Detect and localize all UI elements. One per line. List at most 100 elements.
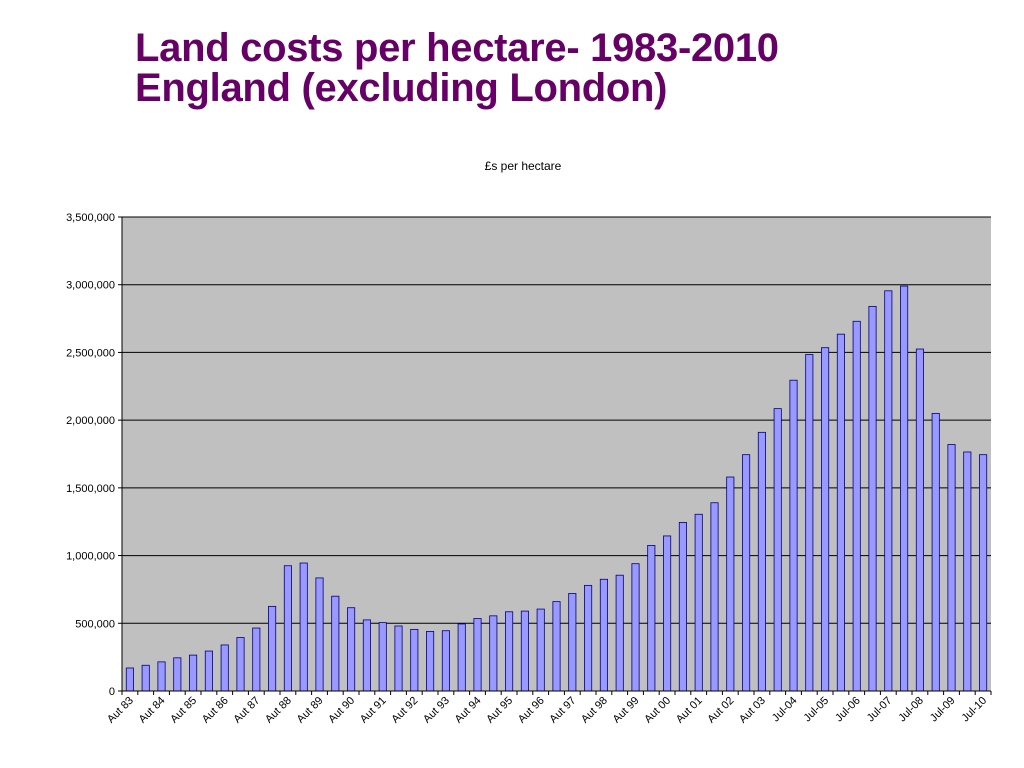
- x-axis-ticks: Aut 83 Aut 84 Aut 85 Aut 86 Aut 87 Aut 88 Aut …: [105, 691, 992, 726]
- x-tick-label: Jul-10: [960, 695, 990, 725]
- x-tick-label: Aut 87: [231, 695, 262, 726]
- x-tick-label: Aut 93: [421, 695, 452, 726]
- x-tick-label: Jul-08: [896, 695, 926, 725]
- bar: [726, 476, 735, 692]
- bar: [805, 354, 814, 692]
- bar: [584, 584, 593, 692]
- x-tick-label: Aut 96: [516, 695, 547, 726]
- bar: [821, 347, 830, 692]
- x-tick-label: Aut 97: [547, 695, 578, 726]
- y-tick-label: 3,000,000: [66, 280, 115, 292]
- bar: [979, 454, 988, 692]
- x-tick-label: Aut 01: [674, 695, 705, 726]
- bar: [457, 623, 466, 692]
- y-tick-label: 2,000,000: [66, 415, 115, 427]
- y-tick-label: 3,500,000: [66, 212, 115, 224]
- gridlines: [122, 216, 991, 624]
- bar: [489, 615, 498, 692]
- y-tick-label: 1,500,000: [66, 483, 115, 495]
- x-tick-label: Jul-07: [865, 695, 895, 725]
- bar: [125, 667, 134, 692]
- x-tick-label: Jul-05: [802, 695, 832, 725]
- x-tick-label: Aut 91: [358, 695, 389, 726]
- x-tick-label: Aut 95: [484, 695, 515, 726]
- x-tick-label: Jul-04: [770, 695, 800, 725]
- y-tick-label: 1,000,000: [66, 551, 115, 563]
- y-tick-label: 500,000: [75, 618, 115, 630]
- bar: [757, 431, 766, 692]
- bar: [773, 408, 782, 692]
- bar: [900, 285, 909, 692]
- bar: [884, 290, 893, 692]
- x-tick-label: Jul-06: [833, 695, 863, 725]
- bar: [963, 451, 972, 692]
- bar: [520, 610, 529, 692]
- bar: [426, 631, 435, 692]
- bar: [631, 563, 640, 692]
- chart-title: £s per hectare: [485, 159, 562, 173]
- bar: [647, 545, 656, 692]
- bar: [220, 644, 229, 692]
- bar: [157, 661, 166, 692]
- bar: [678, 521, 687, 692]
- bar: [299, 562, 308, 692]
- x-tick-label: Aut 84: [137, 695, 168, 726]
- bar: [473, 618, 482, 692]
- bar: [315, 577, 324, 692]
- bar: [931, 412, 940, 692]
- x-tick-label: Aut 86: [200, 695, 231, 726]
- bar: [331, 595, 340, 692]
- bar: [615, 574, 624, 692]
- bar: [441, 630, 450, 692]
- bar: [915, 348, 924, 692]
- x-tick-label: Aut 83: [105, 695, 136, 726]
- slide-title: Land costs per hectare- 1983-2010 Englan…: [135, 28, 779, 108]
- bar: [378, 622, 387, 692]
- bar: [694, 513, 703, 692]
- bar: [189, 654, 198, 692]
- slide-title-line-2: England (excluding London): [135, 66, 668, 110]
- y-axis-ticks: 0 500,000 1,000,000 1,500,000 2,000,000 2,500…: [66, 212, 122, 698]
- x-tick-label: Aut 99: [611, 695, 642, 726]
- bar: [836, 333, 845, 692]
- bar: [394, 625, 403, 692]
- bar: [742, 454, 751, 692]
- bar: [536, 608, 545, 692]
- x-tick-label: Aut 02: [705, 695, 736, 726]
- bar: [268, 605, 277, 692]
- bars-group: [125, 285, 988, 692]
- bar: [283, 565, 292, 692]
- bar: [204, 650, 213, 692]
- bar: [236, 637, 245, 692]
- bar: [141, 664, 150, 692]
- x-tick-label: Aut 94: [453, 695, 484, 726]
- slide-title-line-1: Land costs per hectare- 1983-2010: [135, 26, 779, 70]
- x-tick-label: Aut 92: [389, 695, 420, 726]
- y-tick-label: 0: [109, 686, 115, 698]
- bar: [568, 593, 577, 692]
- bar: [710, 502, 719, 692]
- x-tick-label: Aut 89: [295, 695, 326, 726]
- y-tick-label: 2,500,000: [66, 347, 115, 359]
- bar: [789, 379, 798, 692]
- x-tick-label: Jul-09: [928, 695, 958, 725]
- bar: [599, 578, 608, 692]
- x-tick-label: Aut 03: [737, 695, 768, 726]
- x-tick-label: Aut 85: [168, 695, 199, 726]
- bar: [552, 601, 561, 692]
- x-tick-label: Aut 00: [642, 695, 673, 726]
- x-tick-label: Aut 98: [579, 695, 610, 726]
- bar: [947, 444, 956, 692]
- x-tick-label: Aut 90: [326, 695, 357, 726]
- axes: [121, 217, 991, 692]
- bar: [852, 320, 861, 692]
- bar: [505, 611, 514, 692]
- bar: [252, 627, 261, 692]
- bar: [347, 607, 356, 692]
- bar: [173, 657, 182, 692]
- bar: [663, 535, 672, 692]
- bar: [362, 619, 371, 692]
- bar: [410, 628, 419, 692]
- x-tick-label: Aut 88: [263, 695, 294, 726]
